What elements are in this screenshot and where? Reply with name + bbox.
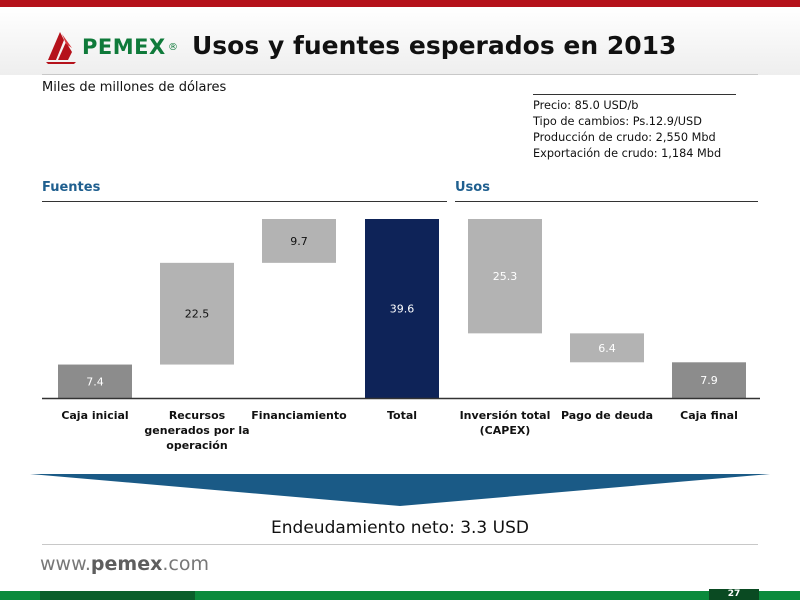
footer-bar [0,591,800,600]
title-divider [42,74,758,75]
uses-section-rule [455,201,758,202]
category-label-5: Inversión total (CAPEX) [460,409,551,437]
data-label-2: 22.5 [185,308,210,321]
assumption-crude-exports: Exportación de crudo: 1,184 Mbd [533,147,722,160]
assumption-price: Precio: 85.0 USD/b [533,99,639,112]
sources-section-label: Fuentes [42,180,101,195]
bar-3 [262,219,336,263]
uses-section-label: Usos [455,180,490,195]
net-debt-caption: Endeudamiento neto: 3.3 USD [271,518,529,538]
data-label-7: 7.9 [700,374,718,387]
header-background [0,7,800,75]
url-suffix: .com [162,553,209,575]
page-number: 27 [727,589,741,599]
footer-divider [42,544,758,545]
bar-7 [672,362,746,398]
data-label-1: 7.4 [86,375,104,388]
sources-section-rule [42,201,447,202]
category-label-3: Financiamiento [251,409,347,422]
data-label-5: 25.3 [493,270,518,283]
footer-bar-accent [40,591,195,600]
waterfall-chart: 7.4 22.5 9.7 39.6 25.3 6.4 7.9 Caja inicial Recu… [42,219,760,452]
bar-5 [468,219,542,334]
category-label-1: Caja inicial [61,409,128,422]
category-label-2: Recursos generados por la operación [144,409,249,452]
page-number-box [709,589,759,600]
logo-registered-mark: ® [168,42,178,53]
assumptions-divider [533,94,736,95]
assumption-exchange-rate: Tipo de cambios: Ps.12.9/USD [533,115,702,128]
website-link[interactable]: www.pemex.com [40,553,209,575]
url-prefix: www. [40,553,91,575]
bar-4 [365,219,439,398]
page-title: Usos y fuentes esperados en 2013 [192,31,677,60]
logo-wordmark: PEMEX [82,35,166,59]
data-label-4: 39.6 [390,303,415,316]
net-debt-arrow-banner [30,474,770,506]
bar-6 [570,333,644,363]
bar-1 [58,364,132,398]
url-brand: pemex [90,553,163,575]
top-accent-bar [0,0,800,7]
pemex-eagle-icon [46,32,76,64]
units-subtitle: Miles de millones de dólares [42,80,227,95]
bar-2 [160,262,234,365]
category-label-6: Pago de deuda [561,409,653,422]
assumption-crude-production: Producción de crudo: 2,550 Mbd [533,131,716,144]
pemex-logo: PEMEX ® [42,26,182,66]
assumptions-box: Precio: 85.0 USD/b Tipo de cambios: Ps.1… [533,98,721,162]
category-label-7: Caja final [680,409,738,422]
data-label-6: 6.4 [598,342,616,355]
category-label-4: Total [387,409,417,422]
data-label-3: 9.7 [290,235,308,248]
